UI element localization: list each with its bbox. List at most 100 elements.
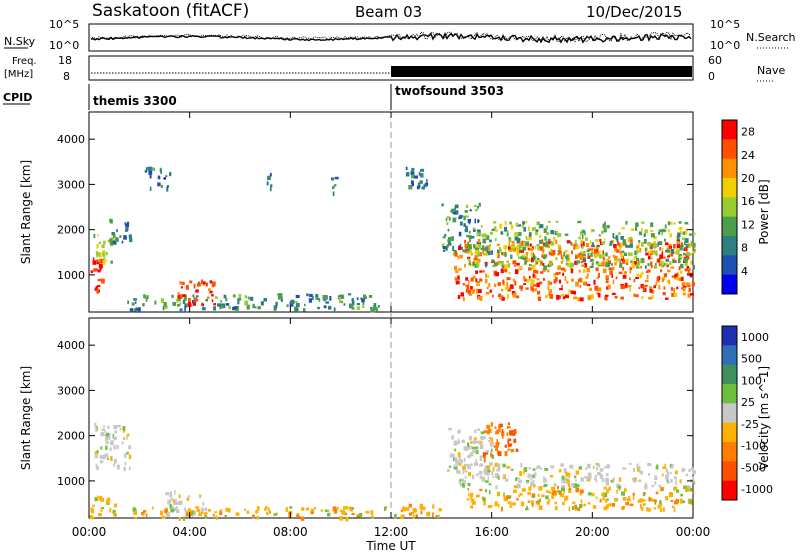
- heatmap-cell: [122, 426, 126, 431]
- heatmap-cell: [682, 287, 686, 292]
- heatmap-cell: [303, 308, 306, 312]
- heatmap-cell: [605, 505, 608, 509]
- heatmap-cell: [449, 243, 452, 246]
- heatmap-cell: [604, 498, 608, 503]
- heatmap-cell: [555, 490, 558, 493]
- heatmap-cell: [442, 236, 446, 239]
- heatmap-cell: [612, 236, 617, 240]
- heatmap-cell: [688, 233, 693, 236]
- heatmap-cell: [315, 294, 319, 298]
- heatmap-cell: [479, 463, 484, 467]
- cpid-mode-1: themis 3300: [93, 94, 177, 108]
- heatmap-cell: [561, 258, 564, 263]
- heatmap-cell: [633, 278, 636, 283]
- heatmap-cell: [472, 261, 475, 266]
- heatmap-cell: [277, 293, 280, 296]
- heatmap-cell: [340, 294, 345, 299]
- station-title: Saskatoon (fitACF): [92, 1, 249, 21]
- nave-top-tick: 60: [708, 54, 722, 67]
- heatmap-cell: [494, 463, 499, 467]
- heatmap-cell: [664, 224, 667, 229]
- heatmap-cell: [605, 258, 608, 263]
- heatmap-cell: [496, 243, 501, 246]
- heatmap-cell: [534, 288, 537, 292]
- heatmap-cell: [143, 510, 147, 513]
- heatmap-cell: [204, 516, 208, 519]
- heatmap-cell: [324, 509, 329, 512]
- heatmap-cell: [212, 513, 216, 518]
- heatmap-cell: [112, 240, 117, 245]
- colorbar-tick-label: 1000: [741, 331, 769, 344]
- heatmap-cell: [692, 232, 696, 236]
- heatmap-cell: [677, 249, 680, 255]
- heatmap-cell: [636, 262, 640, 265]
- heatmap-cell: [270, 184, 273, 188]
- heatmap-cell: [563, 490, 565, 494]
- heatmap-cell: [497, 252, 500, 255]
- heatmap-cell: [143, 294, 146, 299]
- colorbar-segment: [722, 178, 737, 198]
- heatmap-cell: [177, 295, 180, 299]
- heatmap-cell: [462, 283, 465, 286]
- heatmap-cell: [454, 457, 457, 462]
- heatmap-cell: [221, 305, 224, 309]
- colorbar-tick-label: 16: [741, 195, 755, 208]
- heatmap-cell: [580, 251, 584, 254]
- heatmap-cell: [496, 468, 501, 472]
- heatmap-cell: [586, 267, 591, 273]
- heatmap-cell: [332, 186, 334, 190]
- heatmap-cell: [579, 492, 582, 496]
- heatmap-cell: [537, 259, 540, 263]
- heatmap-cell: [476, 229, 481, 233]
- heatmap-cell: [157, 182, 161, 187]
- heatmap-cell: [102, 250, 106, 254]
- heatmap-cell: [187, 303, 192, 307]
- heatmap-cell: [474, 249, 479, 254]
- heatmap-cell: [468, 244, 472, 249]
- heatmap-cell: [594, 253, 598, 259]
- heatmap-cell: [664, 229, 667, 232]
- heatmap-cell: [581, 241, 583, 244]
- heatmap-cell: [101, 507, 105, 510]
- heatmap-cell: [484, 466, 487, 470]
- heatmap-cell: [318, 298, 321, 302]
- heatmap-cell: [458, 231, 462, 237]
- heatmap-cell: [464, 210, 468, 213]
- heatmap-cell: [228, 306, 231, 310]
- heatmap-cell: [641, 242, 644, 247]
- heatmap-cell: [191, 510, 194, 515]
- heatmap-cell: [343, 506, 346, 510]
- heatmap-cell: [599, 474, 603, 479]
- heatmap-cell: [237, 299, 240, 305]
- heatmap-cell: [504, 267, 508, 273]
- colorbar-tick-label: -25: [741, 418, 759, 431]
- heatmap-cell: [508, 241, 511, 246]
- heatmap-cell: [601, 477, 605, 482]
- heatmap-cell: [96, 289, 100, 294]
- heatmap-cell: [504, 451, 508, 456]
- heatmap-cell: [468, 262, 471, 266]
- heatmap-cell: [541, 239, 544, 244]
- heatmap-cell: [652, 243, 657, 248]
- heatmap-cell: [526, 245, 530, 249]
- heatmap-cell: [371, 512, 374, 518]
- heatmap-cell: [310, 511, 314, 515]
- heatmap-cell: [637, 499, 641, 503]
- nsky-frame: [88, 23, 694, 52]
- heatmap-cell: [445, 217, 448, 222]
- heatmap-cell: [370, 510, 374, 515]
- heatmap-cell: [101, 278, 105, 284]
- heatmap-cell: [95, 427, 97, 433]
- heatmap-cell: [485, 246, 489, 250]
- heatmap-cell: [521, 488, 526, 492]
- heatmap-cell: [494, 238, 497, 241]
- heatmap-cell: [220, 300, 222, 303]
- heatmap-cell: [454, 251, 458, 257]
- heatmap-cell: [562, 501, 565, 506]
- heatmap-cell: [123, 466, 126, 472]
- heatmap-cell: [348, 293, 352, 296]
- heatmap-cell: [568, 475, 571, 479]
- heatmap-cell: [412, 508, 417, 513]
- heatmap-cell: [574, 475, 577, 479]
